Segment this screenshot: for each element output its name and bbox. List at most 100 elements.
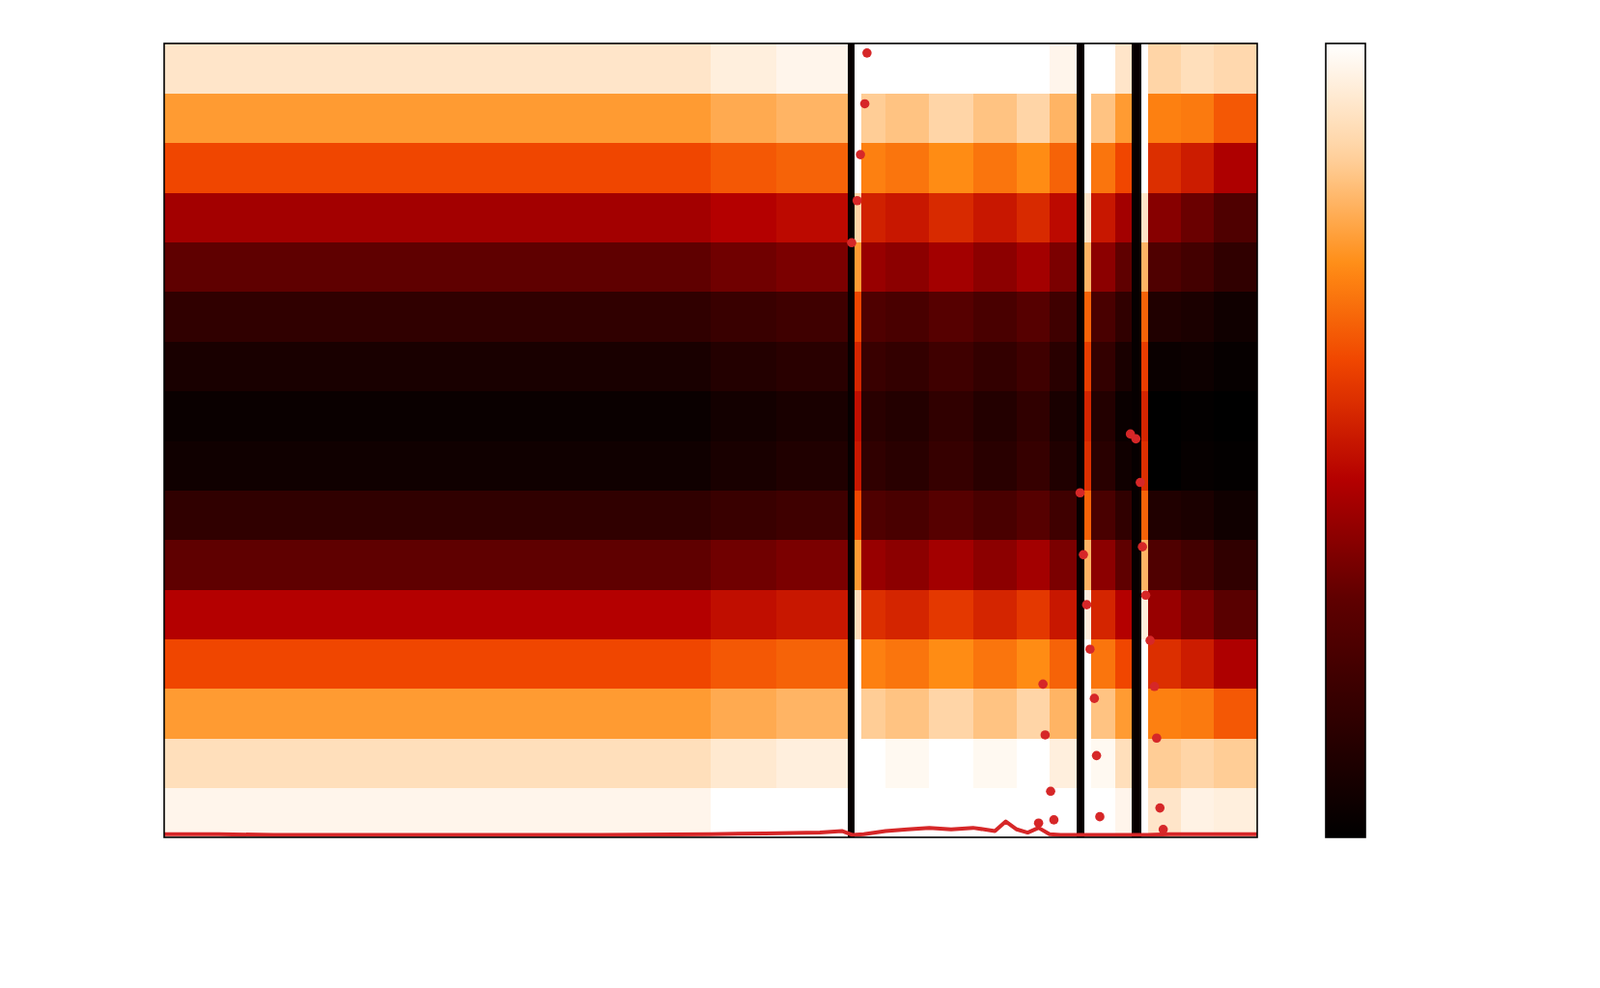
heatmap-cell	[1148, 242, 1182, 293]
heatmap-cell	[710, 440, 778, 491]
heatmap-cell	[601, 639, 712, 690]
heatmap-cell	[854, 440, 862, 491]
heatmap-cell	[1213, 737, 1258, 788]
heatmap-cell	[1180, 43, 1215, 94]
chart-root	[0, 0, 1600, 988]
heatmap-cell	[819, 291, 848, 342]
heatmap-cell	[601, 291, 712, 342]
heatmap-cell	[1213, 291, 1258, 342]
heatmap-cell	[1213, 539, 1258, 590]
scatter-point	[852, 196, 863, 206]
heatmap-cell	[861, 489, 887, 540]
heatmap-cell	[861, 142, 887, 194]
scatter-point	[1045, 786, 1056, 797]
heatmap-cell	[1131, 340, 1143, 392]
heatmap-cell	[847, 291, 857, 342]
heatmap-cell	[382, 539, 602, 590]
heatmap-cell	[776, 440, 821, 491]
heatmap-cell	[164, 340, 384, 392]
scatter-point	[1135, 477, 1146, 488]
heatmap-cell	[1131, 142, 1143, 194]
heatmap-cell	[1148, 589, 1182, 640]
heatmap-cell	[1148, 489, 1182, 540]
heatmap-cell	[1016, 242, 1051, 293]
scatter-point	[846, 238, 857, 249]
heatmap-cell	[1213, 43, 1258, 94]
scatter-point	[1078, 550, 1089, 561]
heatmap-cell	[164, 291, 384, 342]
heatmap-cell	[1049, 242, 1078, 293]
heatmap-cell	[776, 639, 821, 690]
heatmap-cell	[1049, 489, 1078, 540]
heatmap-cell	[601, 391, 712, 442]
heatmap-cell	[382, 440, 602, 491]
scatter-point	[855, 149, 866, 160]
heatmap-cell	[1148, 688, 1182, 739]
heatmap-cell	[847, 787, 857, 838]
heatmap-cell	[776, 92, 821, 143]
heatmap-cell	[710, 43, 778, 94]
heatmap-cell	[819, 242, 848, 293]
heatmap-cell	[1049, 639, 1078, 690]
heatmap-cell	[847, 639, 857, 690]
heatmap-cell	[1016, 142, 1051, 194]
heatmap-cell	[861, 340, 887, 392]
heatmap-cell	[1076, 440, 1086, 491]
heatmap-cell	[928, 340, 974, 392]
heatmap-cell	[601, 737, 712, 788]
heatmap-cell	[973, 192, 1018, 243]
heatmap-cell	[1115, 43, 1133, 94]
heatmap-cell	[819, 391, 848, 442]
heatmap-cell	[1076, 242, 1086, 293]
heatmap-cell	[928, 291, 974, 342]
heatmap-cell	[847, 539, 857, 590]
colorbar-frame	[1325, 43, 1366, 838]
heatmap-cell	[382, 43, 602, 94]
heatmap-cell	[601, 242, 712, 293]
heatmap-cell	[854, 242, 862, 293]
heatmap-cell	[1141, 737, 1149, 788]
heatmap-cell	[1131, 787, 1143, 838]
heatmap-cell	[1049, 192, 1078, 243]
heatmap-cell	[1180, 589, 1215, 640]
heatmap-cell	[847, 589, 857, 640]
heatmap-cell	[382, 787, 602, 838]
heatmap-cell	[1076, 688, 1086, 739]
heatmap-cell	[973, 92, 1018, 143]
heatmap-cell	[710, 92, 778, 143]
heatmap-cell	[710, 192, 778, 243]
heatmap-cell	[1180, 242, 1215, 293]
heatmap-cell	[1049, 539, 1078, 590]
heatmap-cell	[819, 43, 848, 94]
heatmap-cell	[1180, 92, 1215, 143]
heatmap-cell	[382, 391, 602, 442]
heatmap-cell	[1115, 688, 1133, 739]
heatmap-cell	[847, 340, 857, 392]
heatmap-cell	[1091, 391, 1117, 442]
heatmap-cell	[1115, 489, 1133, 540]
heatmap-cell	[847, 440, 857, 491]
heatmap-cell	[885, 688, 930, 739]
plot-frame	[164, 43, 1258, 838]
heatmap-cell	[1049, 688, 1078, 739]
heatmap-cell	[928, 242, 974, 293]
heatmap-cell	[973, 340, 1018, 392]
heatmap-cell	[1148, 92, 1182, 143]
heatmap-cell	[819, 639, 848, 690]
heatmap-cell	[854, 539, 862, 590]
scatter-point	[1150, 681, 1160, 692]
heatmap-cell	[1141, 340, 1149, 392]
heatmap-cell	[710, 340, 778, 392]
heatmap-cell	[601, 142, 712, 194]
heatmap-cell	[928, 639, 974, 690]
heatmap-cell	[885, 639, 930, 690]
heatmap-cell	[854, 489, 862, 540]
heatmap-cell	[1076, 43, 1086, 94]
heatmap-cell	[819, 539, 848, 590]
heatmap-cell	[819, 92, 848, 143]
colorbar	[1325, 43, 1366, 838]
heatmap-cell	[710, 639, 778, 690]
heatmap-cell	[1049, 391, 1078, 442]
heatmap-cell	[1115, 340, 1133, 392]
heatmap-cell	[710, 391, 778, 442]
